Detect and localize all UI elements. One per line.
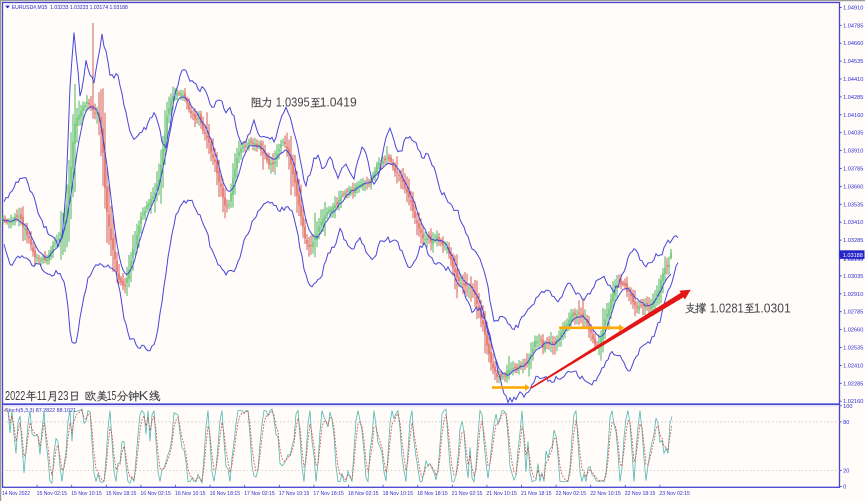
svg-text:22 Nov 02:15: 22 Nov 02:15 (556, 491, 587, 497)
svg-text:1.03660: 1.03660 (843, 184, 863, 190)
svg-text:1.02660: 1.02660 (843, 328, 863, 334)
svg-text:11: 11 (37, 389, 47, 403)
svg-text:23 Nov 02:15: 23 Nov 02:15 (659, 491, 690, 497)
svg-text:1.04785: 1.04785 (843, 23, 863, 29)
svg-text:21 Nov 02:15: 21 Nov 02:15 (452, 491, 483, 497)
svg-text:1.02785: 1.02785 (843, 310, 863, 316)
svg-text:17 Nov 10:15: 17 Nov 10:15 (279, 491, 310, 497)
svg-text:22 Nov 18:15: 22 Nov 18:15 (625, 491, 656, 497)
svg-text:18 Nov 10:15: 18 Nov 10:15 (383, 491, 414, 497)
svg-text:1.03785: 1.03785 (843, 167, 863, 173)
svg-text:1.04035: 1.04035 (843, 131, 863, 137)
svg-text:100: 100 (843, 404, 852, 410)
svg-text:1.02160: 1.02160 (843, 399, 863, 405)
svg-text:1.04285: 1.04285 (843, 95, 863, 101)
svg-text:1.0301: 1.0301 (754, 300, 791, 315)
svg-text:0: 0 (843, 484, 846, 490)
svg-text:18 Nov 18:15: 18 Nov 18:15 (417, 491, 448, 497)
svg-text:1.04410: 1.04410 (843, 77, 863, 83)
svg-text:22 Nov 10:15: 22 Nov 10:15 (590, 491, 621, 497)
svg-text:1.03160: 1.03160 (843, 257, 863, 263)
svg-text:1.04160: 1.04160 (843, 113, 863, 119)
svg-text:1.03160: 1.03160 (843, 256, 863, 262)
svg-text:21 Nov 18:15: 21 Nov 18:15 (521, 491, 552, 497)
svg-text:18 Nov 02:15: 18 Nov 02:15 (348, 491, 379, 497)
svg-text:1.0395: 1.0395 (276, 95, 310, 110)
svg-text:1.0281: 1.0281 (710, 300, 744, 315)
svg-text:1.02285: 1.02285 (843, 381, 863, 387)
svg-text:15 Nov 10:15: 15 Nov 10:15 (71, 491, 102, 497)
svg-text:20: 20 (843, 468, 849, 474)
svg-text:1.02410: 1.02410 (843, 363, 863, 369)
svg-text:15: 15 (107, 389, 117, 403)
svg-text:16 Nov 02:15: 16 Nov 02:15 (140, 491, 171, 497)
svg-text:1.04910: 1.04910 (843, 5, 863, 11)
svg-text:1.03910: 1.03910 (843, 149, 863, 155)
svg-text:2022: 2022 (5, 389, 25, 403)
svg-text:1.02910: 1.02910 (843, 292, 863, 298)
svg-text:1.04535: 1.04535 (843, 59, 863, 65)
svg-text:Stoch(5,3,3) 87.2822 88.1021: Stoch(5,3,3) 87.2822 88.1021 (5, 408, 76, 414)
svg-text:K: K (139, 389, 149, 403)
svg-text:1.0419: 1.0419 (320, 95, 357, 110)
svg-text:80: 80 (843, 420, 849, 426)
svg-text:1.02535: 1.02535 (843, 346, 863, 352)
svg-text:16 Nov 10:15: 16 Nov 10:15 (175, 491, 206, 497)
svg-text:15 Nov 18:15: 15 Nov 18:15 (106, 491, 137, 497)
svg-text:17 Nov 18:15: 17 Nov 18:15 (313, 491, 344, 497)
svg-text:14 Nov 2022: 14 Nov 2022 (2, 491, 30, 497)
svg-text:1.04660: 1.04660 (843, 41, 863, 47)
svg-text:21 Nov 10:15: 21 Nov 10:15 (486, 491, 517, 497)
svg-text:1.03410: 1.03410 (843, 220, 863, 226)
svg-text:1.03285: 1.03285 (843, 238, 863, 244)
svg-text:17 Nov 02:15: 17 Nov 02:15 (244, 491, 275, 497)
svg-text:1.03535: 1.03535 (843, 202, 863, 208)
svg-text:1.03035: 1.03035 (843, 274, 863, 280)
svg-text:1.03188: 1.03188 (843, 253, 863, 259)
svg-text:EURUSD#,M15 1.03233 1.03233 1: EURUSD#,M15 1.03233 1.03233 1.03174 1.03… (12, 5, 128, 11)
svg-text:15 Nov 02:15: 15 Nov 02:15 (37, 491, 68, 497)
svg-text:23: 23 (58, 389, 69, 403)
svg-text:16 Nov 18:15: 16 Nov 18:15 (210, 491, 241, 497)
